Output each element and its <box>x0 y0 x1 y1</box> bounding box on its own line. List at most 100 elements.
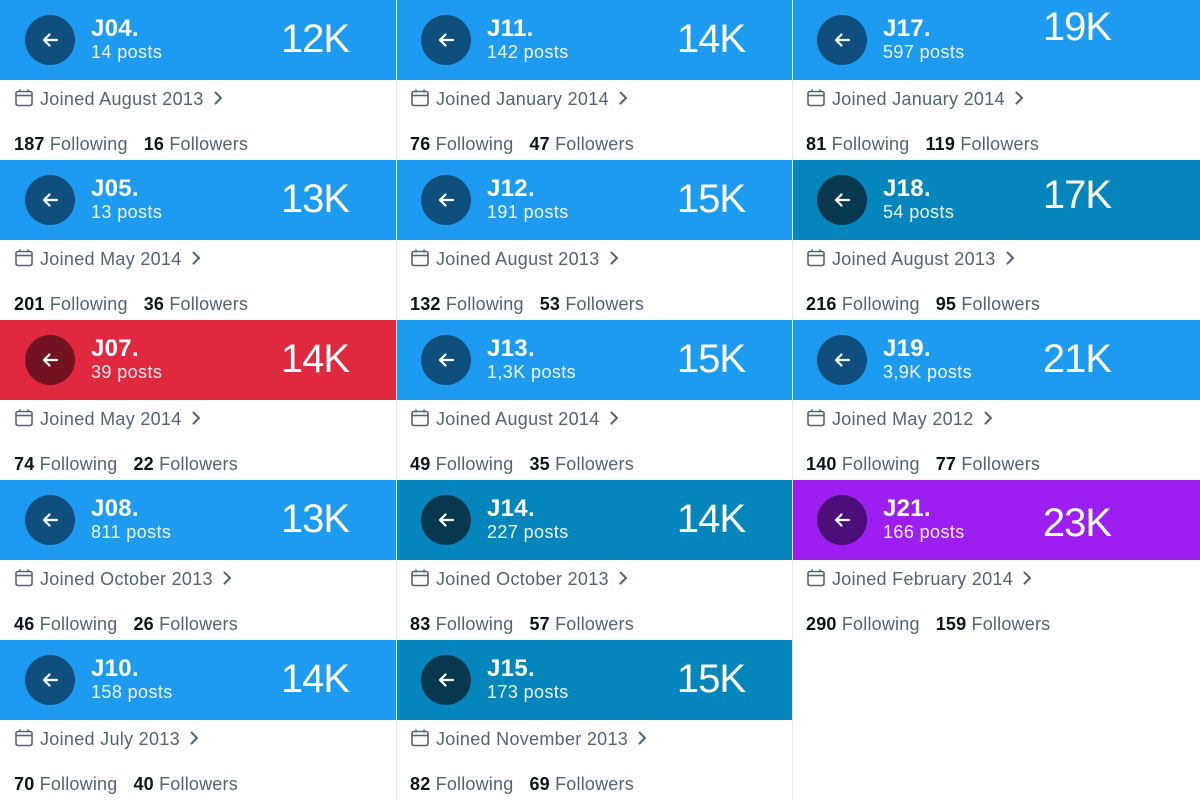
joined-date[interactable]: Joined November 2013 <box>410 728 648 752</box>
followers-label: Followers <box>159 454 238 474</box>
follower-total-label: 19K <box>1042 5 1112 49</box>
post-count: 191 posts <box>487 202 569 222</box>
followers-link[interactable]: 69 Followers <box>529 774 633 794</box>
follow-stats: 49 Following 35 Followers <box>410 453 634 475</box>
back-button[interactable] <box>421 655 471 705</box>
joined-date-text: Joined August 2013 <box>40 89 204 109</box>
joined-date[interactable]: Joined October 2013 <box>14 568 233 592</box>
follow-stats: 70 Following 40 Followers <box>14 773 238 795</box>
following-link[interactable]: 216 Following <box>806 294 920 314</box>
back-button[interactable] <box>25 335 75 385</box>
back-button[interactable] <box>421 335 471 385</box>
back-button[interactable] <box>25 175 75 225</box>
joined-date[interactable]: Joined February 2014 <box>806 568 1033 592</box>
following-link[interactable]: 81 Following <box>806 134 909 154</box>
back-button[interactable] <box>421 495 471 545</box>
calendar-icon <box>410 728 430 753</box>
joined-date-text: Joined May 2012 <box>832 409 974 429</box>
followers-link[interactable]: 53 Followers <box>540 294 644 314</box>
back-button[interactable] <box>817 335 867 385</box>
followers-count: 35 <box>529 454 550 474</box>
profile-header-banner: J15. 173 posts 15K <box>396 640 792 720</box>
profile-name: J07. <box>91 335 139 362</box>
profile-name: J12. <box>487 175 535 202</box>
joined-date[interactable]: Joined August 2013 <box>410 248 620 272</box>
following-link[interactable]: 49 Following <box>410 454 513 474</box>
joined-date[interactable]: Joined October 2013 <box>410 568 629 592</box>
followers-link[interactable]: 40 Followers <box>133 774 237 794</box>
calendar-icon <box>14 248 34 273</box>
followers-link[interactable]: 47 Followers <box>529 134 633 154</box>
follow-stats: 201 Following 36 Followers <box>14 293 248 315</box>
joined-date[interactable]: Joined January 2014 <box>806 88 1025 112</box>
followers-link[interactable]: 119 Followers <box>925 134 1039 154</box>
back-button[interactable] <box>817 15 867 65</box>
followers-label: Followers <box>555 134 634 154</box>
followers-link[interactable]: 16 Followers <box>144 134 248 154</box>
profile-header-banner: J17. 597 posts 19K <box>792 0 1200 80</box>
joined-date[interactable]: Joined May 2012 <box>806 408 994 432</box>
back-button[interactable] <box>817 175 867 225</box>
joined-date[interactable]: Joined August 2013 <box>806 248 1016 272</box>
following-link[interactable]: 187 Following <box>14 134 128 154</box>
following-link[interactable]: 201 Following <box>14 294 128 314</box>
following-link[interactable]: 82 Following <box>410 774 513 794</box>
chevron-right-icon <box>608 249 620 271</box>
back-button[interactable] <box>25 655 75 705</box>
following-link[interactable]: 290 Following <box>806 614 920 634</box>
following-link[interactable]: 83 Following <box>410 614 513 634</box>
joined-date[interactable]: Joined May 2014 <box>14 248 202 272</box>
followers-count: 57 <box>529 614 550 634</box>
follow-stats: 187 Following 16 Followers <box>14 133 248 155</box>
chevron-right-icon <box>1021 569 1033 591</box>
back-button[interactable] <box>817 495 867 545</box>
joined-date[interactable]: Joined August 2014 <box>410 408 620 432</box>
followers-link[interactable]: 57 Followers <box>529 614 633 634</box>
followers-link[interactable]: 36 Followers <box>144 294 248 314</box>
post-count: 597 posts <box>883 42 965 62</box>
chevron-right-icon <box>188 729 200 751</box>
joined-date-text: Joined July 2013 <box>40 729 180 749</box>
followers-link[interactable]: 77 Followers <box>936 454 1040 474</box>
profile-card: J05. 13 posts 13K Joined May 2014 201 Follow… <box>0 160 396 320</box>
joined-date[interactable]: Joined August 2013 <box>14 88 224 112</box>
profile-card: J07. 39 posts 14K Joined May 2014 74 Followi… <box>0 320 396 480</box>
post-count: 173 posts <box>487 682 569 702</box>
follower-total-label: 15K <box>676 657 746 701</box>
followers-link[interactable]: 35 Followers <box>529 454 633 474</box>
following-label: Following <box>39 454 118 474</box>
profile-name: J14. <box>487 495 535 522</box>
follow-stats: 290 Following 159 Followers <box>806 613 1050 635</box>
following-link[interactable]: 46 Following <box>14 614 117 634</box>
profile-name: J18. <box>883 175 931 202</box>
joined-date[interactable]: Joined January 2014 <box>410 88 629 112</box>
following-count: 82 <box>410 774 431 794</box>
followers-label: Followers <box>159 614 238 634</box>
back-button[interactable] <box>25 15 75 65</box>
following-link[interactable]: 140 Following <box>806 454 920 474</box>
following-label: Following <box>435 454 514 474</box>
following-link[interactable]: 74 Following <box>14 454 117 474</box>
followers-link[interactable]: 159 Followers <box>936 614 1051 634</box>
profile-header-banner: J05. 13 posts 13K <box>0 160 396 240</box>
back-button[interactable] <box>25 495 75 545</box>
followers-link[interactable]: 26 Followers <box>133 614 237 634</box>
joined-date-text: Joined January 2014 <box>436 89 609 109</box>
joined-date[interactable]: Joined July 2013 <box>14 728 200 752</box>
back-button[interactable] <box>421 15 471 65</box>
following-link[interactable]: 76 Following <box>410 134 513 154</box>
followers-link[interactable]: 22 Followers <box>133 454 237 474</box>
following-count: 70 <box>14 774 35 794</box>
profile-card: J04. 14 posts 12K Joined August 2013 187 Fol… <box>0 0 396 160</box>
column-divider <box>792 0 793 800</box>
chevron-right-icon <box>221 569 233 591</box>
profile-column: J04. 14 posts 12K Joined August 2013 187 Fol… <box>0 0 396 800</box>
joined-date-text: Joined October 2013 <box>40 569 213 589</box>
joined-date[interactable]: Joined May 2014 <box>14 408 202 432</box>
chevron-right-icon <box>1004 249 1016 271</box>
back-button[interactable] <box>421 175 471 225</box>
following-link[interactable]: 132 Following <box>410 294 524 314</box>
following-link[interactable]: 70 Following <box>14 774 117 794</box>
followers-link[interactable]: 95 Followers <box>936 294 1040 314</box>
calendar-icon <box>14 408 34 433</box>
